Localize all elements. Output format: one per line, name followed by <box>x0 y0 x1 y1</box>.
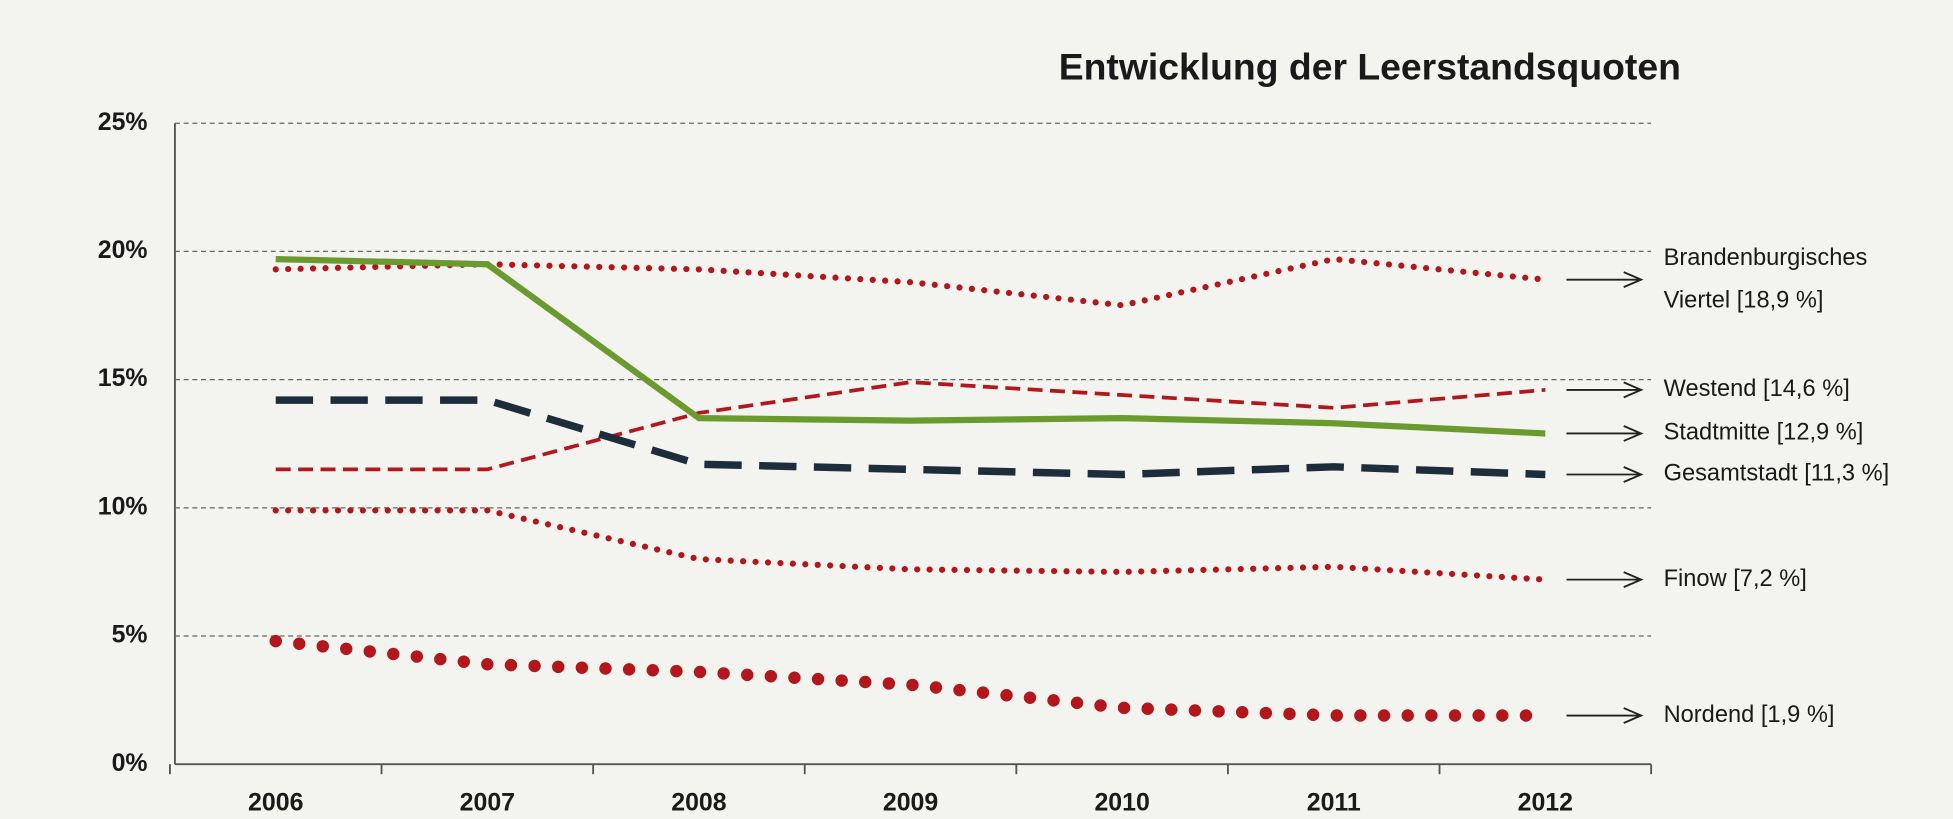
legend-item: Brandenburgisches Viertel [18,9 %] <box>1664 205 1950 354</box>
legend-arrowhead <box>1623 271 1644 288</box>
legend-box: Finow [7,2 %] <box>1664 505 1950 654</box>
legend-arrowhead <box>1623 571 1644 588</box>
legend-box: Stadtmitte [12,9 %] <box>1664 359 1950 508</box>
legend-arrowhead <box>1623 381 1644 399</box>
legend-item: Gesamtstadt [11,3 %] <box>1664 400 1950 549</box>
x-tick-label: 2010 <box>1094 789 1149 817</box>
legend-label: Gesamtstadt [11,3 %] <box>1663 460 1890 487</box>
legend-item: Finow [7,2 %] <box>1664 505 1950 654</box>
legend-item: Nordend [1,9 %] <box>1664 641 1950 790</box>
legend-item: Stadtmitte [12,9 %] <box>1664 359 1950 508</box>
legend-arrowhead <box>1623 466 1644 483</box>
x-tick-label: 2006 <box>248 789 303 817</box>
x-tick-label: 2008 <box>671 789 727 817</box>
series-line <box>275 396 1546 479</box>
series-line <box>275 380 1546 472</box>
y-tick-label: 10% <box>98 492 148 520</box>
series-line <box>275 256 1546 437</box>
legend-label: Stadtmitte [12,9 %] <box>1663 419 1864 446</box>
legend-arrowhead <box>1623 425 1644 442</box>
legend-label: Nordend [1,9 %] <box>1663 701 1835 728</box>
legend-label: Finow [7,2 %] <box>1663 565 1807 593</box>
y-tick-label: 15% <box>98 364 148 392</box>
x-tick-label: 2012 <box>1518 789 1573 817</box>
y-tick-label: 20% <box>98 236 148 264</box>
series-line <box>269 634 1552 722</box>
y-tick-label: 25% <box>98 108 148 136</box>
legend-label: Brandenburgisches Viertel [18,9 %] <box>1663 244 1868 314</box>
series-line <box>272 507 1549 583</box>
chart-title: Entwicklung der Leerstandsquoten <box>1059 46 1681 88</box>
legend-label: Westend [14,6 %] <box>1663 376 1850 403</box>
legend-box: Brandenburgisches Viertel [18,9 %] <box>1664 205 1950 354</box>
legend-box: Westend [14,6 %] <box>1664 315 1950 464</box>
x-tick-label: 2011 <box>1307 789 1361 817</box>
legend-box: Gesamtstadt [11,3 %] <box>1664 400 1950 549</box>
y-tick-label: 0% <box>112 749 148 777</box>
legend-box: Nordend [1,9 %] <box>1664 641 1950 790</box>
legend-item: Westend [14,6 %] <box>1664 315 1950 464</box>
x-tick-label: 2007 <box>460 789 515 817</box>
y-tick-label: 5% <box>112 621 148 649</box>
x-tick-label: 2009 <box>883 789 938 817</box>
legend-arrowhead <box>1623 707 1644 724</box>
